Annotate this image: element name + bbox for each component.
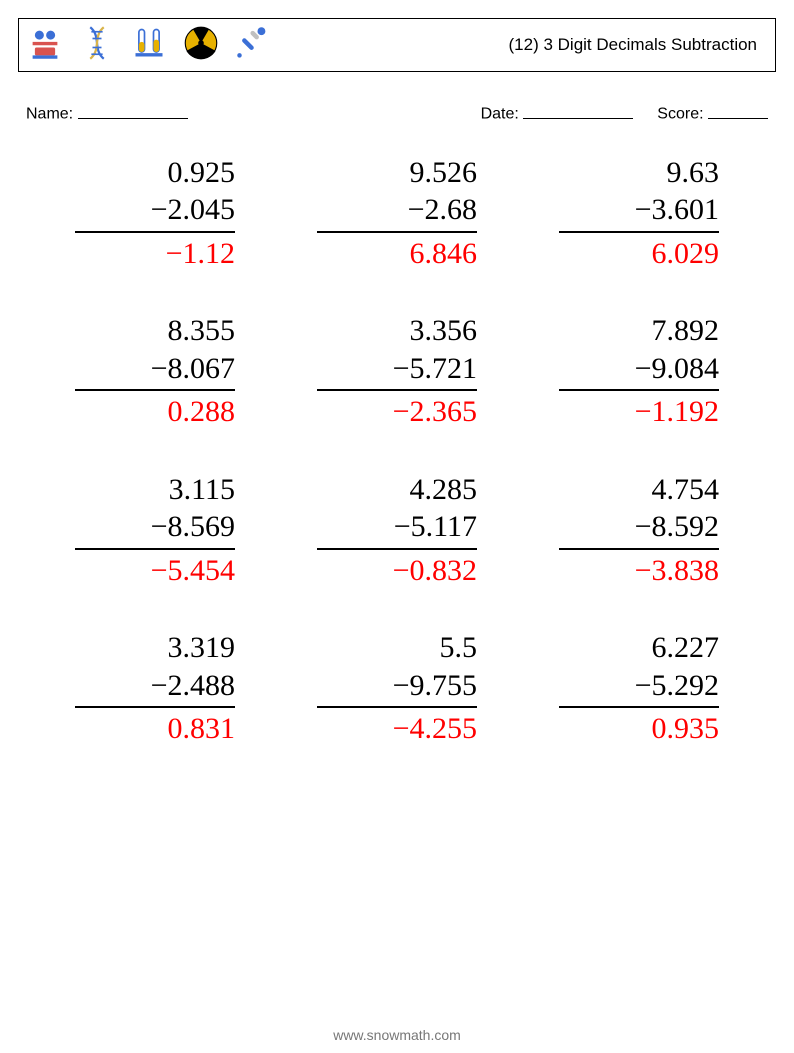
minuend: 6.227 xyxy=(559,629,719,667)
radiation-icon xyxy=(183,25,219,66)
answer: −1.12 xyxy=(75,233,235,273)
date-blank[interactable] xyxy=(523,100,633,119)
minuend: 4.285 xyxy=(317,471,477,509)
problem-10: 3.319−2.4880.831 xyxy=(75,629,235,748)
minuend: 9.526 xyxy=(317,154,477,192)
problem-8: 4.285−5.117−0.832 xyxy=(317,471,477,590)
subtrahend: −2.488 xyxy=(75,667,235,709)
minuend: 3.319 xyxy=(75,629,235,667)
subtrahend: −3.601 xyxy=(559,191,719,233)
minuend: 9.63 xyxy=(559,154,719,192)
problem-6: 7.892−9.084−1.192 xyxy=(559,312,719,431)
meta-row: Name: Date: Score: xyxy=(26,100,768,124)
problem-1: 0.925−2.045−1.12 xyxy=(75,154,235,273)
answer: 6.029 xyxy=(559,233,719,273)
answer: 0.831 xyxy=(75,708,235,748)
minuend: 8.355 xyxy=(75,312,235,350)
test-tubes-icon xyxy=(131,25,167,66)
subtrahend: −8.592 xyxy=(559,508,719,550)
minuend: 7.892 xyxy=(559,312,719,350)
microscope-icon xyxy=(27,25,63,66)
answer: −4.255 xyxy=(317,708,477,748)
problem-4: 8.355−8.0670.288 xyxy=(75,312,235,431)
subtrahend: −8.067 xyxy=(75,350,235,392)
problem-11: 5.5−9.755−4.255 xyxy=(317,629,477,748)
problem-12: 6.227−5.2920.935 xyxy=(559,629,719,748)
score-blank[interactable] xyxy=(708,100,768,119)
subtrahend: −2.68 xyxy=(317,191,477,233)
answer: 6.846 xyxy=(317,233,477,273)
answer: 0.288 xyxy=(75,391,235,431)
header-bar: (12) 3 Digit Decimals Subtraction xyxy=(18,18,776,72)
subtrahend: −8.569 xyxy=(75,508,235,550)
footer-text: www.snowmath.com xyxy=(18,1019,776,1053)
problem-3: 9.63−3.6016.029 xyxy=(559,154,719,273)
minuend: 4.754 xyxy=(559,471,719,509)
subtrahend: −5.117 xyxy=(317,508,477,550)
problem-5: 3.356−5.721−2.365 xyxy=(317,312,477,431)
problem-grid: 0.925−2.045−1.12 9.526−2.686.846 9.63−3.60… xyxy=(18,144,776,748)
answer: −3.838 xyxy=(559,550,719,590)
name-field: Name: xyxy=(26,100,445,124)
score-label: Score: xyxy=(657,106,703,123)
subtrahend: −9.084 xyxy=(559,350,719,392)
answer: −2.365 xyxy=(317,391,477,431)
icon-row xyxy=(27,25,271,66)
minuend: 3.115 xyxy=(75,471,235,509)
dropper-icon xyxy=(235,25,271,66)
answer: −5.454 xyxy=(75,550,235,590)
date-label: Date: xyxy=(481,106,519,123)
worksheet-page: (12) 3 Digit Decimals Subtraction Name: … xyxy=(0,0,794,1053)
dna-icon xyxy=(79,25,115,66)
problem-9: 4.754−8.592−3.838 xyxy=(559,471,719,590)
problem-2: 9.526−2.686.846 xyxy=(317,154,477,273)
subtrahend: −2.045 xyxy=(75,191,235,233)
subtrahend: −9.755 xyxy=(317,667,477,709)
answer: −0.832 xyxy=(317,550,477,590)
worksheet-title: (12) 3 Digit Decimals Subtraction xyxy=(509,35,757,55)
minuend: 5.5 xyxy=(317,629,477,667)
minuend: 3.356 xyxy=(317,312,477,350)
score-field: Score: xyxy=(657,100,768,124)
answer: 0.935 xyxy=(559,708,719,748)
subtrahend: −5.721 xyxy=(317,350,477,392)
date-field: Date: xyxy=(481,100,634,124)
problem-7: 3.115−8.569−5.454 xyxy=(75,471,235,590)
minuend: 0.925 xyxy=(75,154,235,192)
subtrahend: −5.292 xyxy=(559,667,719,709)
name-label: Name: xyxy=(26,106,73,123)
answer: −1.192 xyxy=(559,391,719,431)
name-blank[interactable] xyxy=(78,100,188,119)
